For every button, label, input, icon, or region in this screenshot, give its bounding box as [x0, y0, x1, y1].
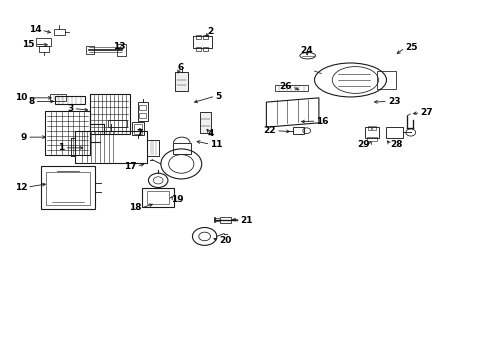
- Text: 11: 11: [210, 140, 223, 149]
- Bar: [376, 71, 395, 89]
- Text: 23: 23: [387, 97, 400, 106]
- Bar: [203, 47, 207, 51]
- Bar: [292, 127, 303, 134]
- Bar: [203, 35, 207, 39]
- Bar: [90, 94, 129, 134]
- Bar: [134, 123, 142, 134]
- Bar: [274, 85, 307, 91]
- Text: 22: 22: [263, 126, 276, 135]
- Bar: [147, 140, 159, 156]
- Bar: [75, 131, 147, 163]
- Bar: [220, 217, 230, 223]
- Text: 16: 16: [316, 117, 328, 126]
- Bar: [41, 166, 95, 208]
- Bar: [131, 122, 144, 135]
- Bar: [50, 94, 65, 101]
- Bar: [200, 112, 211, 133]
- Text: 21: 21: [240, 216, 253, 225]
- Bar: [54, 29, 64, 35]
- Text: 1: 1: [58, 143, 64, 152]
- Bar: [365, 127, 378, 138]
- Text: 26: 26: [279, 82, 291, 91]
- Text: 4: 4: [207, 129, 213, 138]
- Bar: [193, 36, 211, 48]
- Bar: [367, 126, 371, 130]
- Text: 6: 6: [177, 63, 183, 72]
- Text: 13: 13: [113, 41, 125, 50]
- Bar: [196, 47, 201, 51]
- Bar: [147, 191, 169, 204]
- Text: 15: 15: [22, 40, 34, 49]
- Bar: [372, 126, 375, 130]
- Text: 14: 14: [29, 26, 41, 35]
- Bar: [46, 172, 90, 205]
- Text: 8: 8: [28, 97, 34, 106]
- Text: 5: 5: [215, 91, 221, 100]
- Bar: [172, 143, 191, 154]
- Text: 12: 12: [15, 183, 27, 192]
- Text: 25: 25: [404, 43, 417, 52]
- Text: 20: 20: [219, 236, 231, 245]
- Bar: [142, 188, 174, 207]
- Bar: [366, 137, 376, 141]
- Bar: [117, 44, 125, 56]
- Text: 27: 27: [420, 108, 432, 117]
- Bar: [36, 38, 51, 46]
- Text: 7: 7: [137, 129, 143, 138]
- Text: 3: 3: [67, 104, 73, 113]
- Bar: [196, 35, 201, 39]
- Text: 10: 10: [15, 93, 27, 102]
- Bar: [107, 120, 127, 127]
- Bar: [45, 111, 90, 155]
- Text: 29: 29: [357, 140, 369, 149]
- Text: 17: 17: [123, 162, 136, 171]
- Bar: [55, 96, 85, 104]
- Text: 18: 18: [129, 203, 141, 212]
- Text: 9: 9: [21, 132, 27, 141]
- Bar: [137, 103, 148, 121]
- Text: 28: 28: [389, 140, 402, 149]
- Text: 24: 24: [300, 46, 312, 55]
- Bar: [385, 127, 402, 138]
- Bar: [86, 46, 94, 54]
- Bar: [175, 72, 188, 91]
- Bar: [139, 105, 146, 111]
- Bar: [139, 113, 146, 118]
- Text: 2: 2: [207, 27, 213, 36]
- Bar: [39, 46, 48, 52]
- Text: 19: 19: [170, 195, 183, 204]
